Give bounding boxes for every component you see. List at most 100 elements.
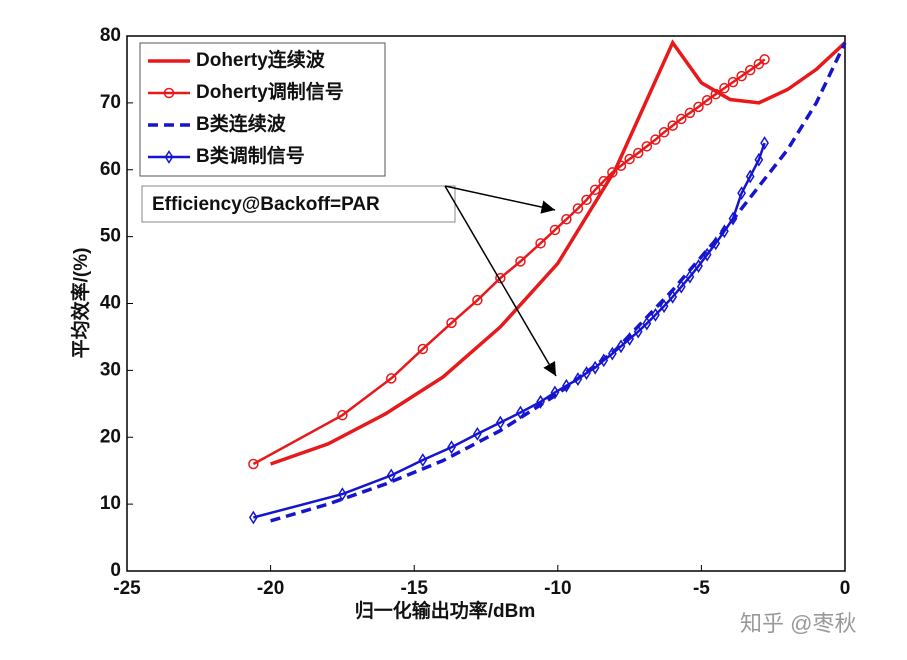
series-line	[270, 41, 847, 523]
marker	[651, 307, 660, 322]
marker	[572, 203, 584, 214]
marker	[248, 458, 259, 470]
marker	[589, 184, 601, 196]
x-tick-label: -10	[544, 578, 571, 599]
marker	[719, 224, 729, 239]
legend-label: B类连续波	[196, 112, 287, 135]
marker	[446, 317, 457, 329]
marker	[549, 224, 561, 236]
marker	[650, 134, 661, 145]
marker	[447, 440, 456, 455]
series-line	[253, 142, 766, 519]
marker	[338, 487, 347, 501]
marker	[684, 107, 696, 119]
marker	[418, 453, 428, 467]
marker	[337, 409, 348, 421]
marker	[599, 353, 609, 368]
marker	[550, 385, 560, 400]
marker	[658, 127, 670, 138]
marker	[642, 316, 652, 331]
legend-label: Doherty调制信号	[196, 80, 344, 103]
marker	[667, 120, 678, 131]
marker	[616, 339, 626, 354]
marker	[607, 346, 617, 361]
marker	[385, 373, 397, 384]
marker	[694, 259, 703, 273]
marker	[581, 194, 592, 206]
y-tick-label: 30	[100, 359, 121, 380]
y-tick-label: 80	[100, 25, 121, 46]
marker	[590, 360, 600, 375]
marker	[562, 378, 571, 393]
marker	[573, 372, 583, 386]
marker	[515, 256, 526, 267]
marker	[624, 153, 635, 165]
watermark: 知乎 @枣秋	[740, 611, 856, 636]
marker	[737, 186, 746, 201]
marker	[625, 332, 634, 346]
series-line	[270, 39, 847, 466]
x-tick-label: -15	[400, 578, 428, 599]
x-tick-label: -5	[693, 578, 710, 599]
marker	[745, 169, 755, 184]
marker	[702, 247, 712, 262]
arrow	[444, 185, 556, 214]
arrow	[444, 185, 557, 377]
marker	[495, 272, 506, 284]
marker	[607, 167, 618, 178]
marker	[754, 152, 764, 167]
y-axis-label: 平均效率/(%)	[69, 248, 92, 359]
marker	[495, 415, 505, 430]
x-tick-label: -20	[257, 578, 284, 599]
x-tick-label: 0	[840, 578, 851, 599]
legend-box	[139, 42, 386, 177]
y-tick-label: 0	[110, 560, 121, 581]
marker	[760, 136, 769, 150]
marker	[472, 294, 483, 306]
y-tick-label: 70	[100, 92, 121, 113]
marker	[693, 101, 704, 113]
marker	[641, 141, 653, 152]
marker	[744, 64, 756, 76]
marker	[633, 324, 643, 339]
y-tick-label: 40	[100, 293, 121, 314]
marker	[164, 150, 174, 164]
marker	[668, 289, 678, 304]
legend-label: Doherty连续波	[196, 48, 326, 71]
marker	[701, 94, 713, 106]
y-tick-label: 10	[100, 493, 121, 514]
marker	[536, 394, 545, 409]
marker	[615, 160, 627, 171]
marker	[710, 88, 722, 100]
y-tick-label: 50	[100, 226, 121, 247]
marker	[676, 113, 687, 125]
marker	[561, 213, 572, 225]
marker	[759, 54, 770, 65]
marker	[248, 510, 258, 525]
marker	[728, 211, 738, 226]
marker	[598, 175, 610, 187]
y-tick-label: 20	[100, 426, 121, 447]
x-tick-label: -25	[113, 578, 141, 599]
marker	[659, 299, 669, 314]
marker	[685, 269, 695, 284]
marker	[472, 427, 482, 441]
marker	[386, 468, 396, 483]
marker	[582, 366, 591, 380]
legend-label: B类调制信号	[196, 144, 305, 167]
x-axis-label: 归一化输出功率/dBm	[355, 599, 536, 622]
series-line	[252, 58, 766, 466]
marker	[719, 82, 730, 94]
y-tick-label: 60	[100, 159, 121, 180]
marker	[516, 405, 525, 420]
marker	[727, 76, 739, 88]
marker	[417, 343, 429, 355]
marker	[736, 70, 747, 82]
marker	[676, 279, 686, 294]
marker	[632, 147, 644, 159]
annotation: Efficiency@Backoff=PAR	[152, 194, 380, 215]
marker	[711, 236, 721, 251]
marker	[535, 238, 546, 249]
marker	[163, 87, 175, 99]
